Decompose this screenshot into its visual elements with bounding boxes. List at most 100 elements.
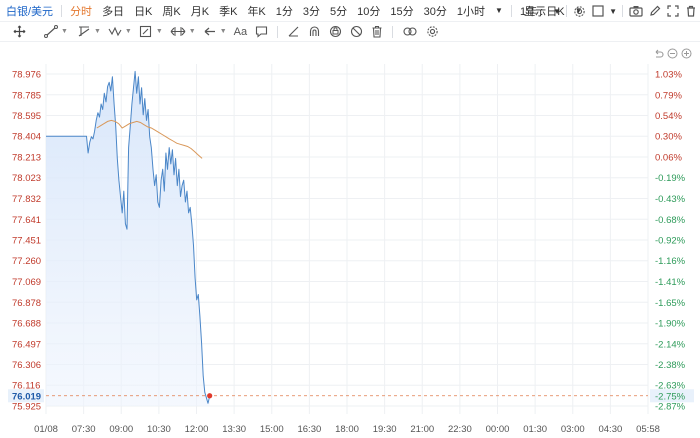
trash-icon[interactable] bbox=[682, 2, 700, 20]
chevron-down-icon[interactable]: ▼ bbox=[574, 6, 583, 15]
pct-tick-label: -1.90% bbox=[655, 318, 686, 329]
x-tick-label: 04:30 bbox=[598, 424, 622, 435]
y-tick-label: 76.306 bbox=[12, 360, 41, 371]
text-icon[interactable]: Aa bbox=[233, 25, 248, 38]
lock-icon[interactable] bbox=[326, 23, 345, 41]
gear-icon[interactable] bbox=[570, 2, 589, 20]
x-tick-label: 10:30 bbox=[147, 424, 171, 435]
camera-icon[interactable] bbox=[626, 2, 646, 20]
x-tick-label: 05:58 bbox=[636, 424, 660, 435]
divider bbox=[510, 4, 512, 17]
y-tick-label: 78.976 bbox=[12, 70, 41, 81]
delete-icon[interactable] bbox=[368, 23, 386, 41]
x-tick-label: 16:30 bbox=[297, 424, 321, 435]
x-tick-label: 03:00 bbox=[561, 424, 585, 435]
crosshair-icon[interactable] bbox=[10, 23, 29, 41]
period-tab-8[interactable]: 3分 bbox=[302, 5, 321, 18]
divider bbox=[566, 5, 568, 17]
period-tab-6[interactable]: 年K bbox=[247, 5, 266, 18]
x-tick-label: 19:30 bbox=[373, 424, 397, 435]
chevron-down-icon[interactable]: ▼ bbox=[155, 28, 163, 35]
wave-icon[interactable] bbox=[105, 23, 125, 41]
range-select[interactable]: 1年 : 日K bbox=[519, 5, 565, 18]
period-tab-1[interactable]: 多日 bbox=[102, 5, 125, 18]
pitchfork-icon[interactable] bbox=[74, 23, 94, 41]
y-tick-label: 78.023 bbox=[12, 173, 41, 184]
period-tab-7[interactable]: 1分 bbox=[275, 5, 293, 18]
chevron-down-icon[interactable]: ▼ bbox=[124, 28, 132, 35]
arrow-icon[interactable] bbox=[200, 23, 220, 41]
period-tab-3[interactable]: 周K bbox=[162, 5, 181, 18]
link-icon[interactable] bbox=[399, 23, 421, 41]
chevron-down-icon[interactable]: ▼ bbox=[495, 6, 503, 15]
top-toolbar: 白银/美元 分时 多日 日K 周K 月K 季K 年K 1分 3分 5分 10分 … bbox=[0, 0, 700, 22]
ruler-icon[interactable] bbox=[284, 23, 303, 41]
chevron-down-icon[interactable]: ▼ bbox=[609, 6, 617, 16]
zoom-in-icon[interactable] bbox=[680, 44, 692, 62]
period-tab-2[interactable]: 日K bbox=[134, 5, 153, 18]
y-tick-label: 78.404 bbox=[12, 132, 41, 143]
y-tick-label: 77.641 bbox=[12, 215, 41, 226]
pct-tick-label: -1.41% bbox=[655, 277, 686, 288]
x-tick-label: 18:00 bbox=[335, 424, 359, 435]
fullscreen-icon[interactable] bbox=[664, 2, 682, 20]
price-area bbox=[46, 71, 210, 407]
eye-off-icon[interactable] bbox=[347, 23, 366, 41]
y-tick-label: 76.878 bbox=[12, 298, 41, 309]
period-tab-12[interactable]: 30分 bbox=[423, 5, 447, 18]
chevron-down-icon[interactable]: ▼ bbox=[61, 28, 68, 35]
period-tab-13[interactable]: 1小时 bbox=[456, 5, 486, 18]
y-tick-label: 77.069 bbox=[12, 277, 41, 288]
y-tick-label: 77.451 bbox=[12, 235, 41, 246]
period-tab-11[interactable]: 15分 bbox=[390, 5, 414, 18]
average-line bbox=[96, 119, 203, 159]
pct-tick-label: 0.79% bbox=[655, 90, 682, 101]
settings-icon[interactable] bbox=[423, 23, 442, 41]
pencil-icon[interactable] bbox=[646, 2, 664, 20]
checkbox-icon[interactable] bbox=[589, 2, 607, 20]
pct-tick-label: -2.14% bbox=[655, 339, 686, 350]
current-price-marker: 76.019 -2.75% bbox=[8, 389, 694, 403]
magnet-icon[interactable] bbox=[305, 23, 324, 41]
current-pct-label-bg bbox=[650, 389, 694, 403]
pct-tick-label: -0.43% bbox=[655, 194, 686, 205]
price-area-fill bbox=[46, 71, 210, 407]
x-tick-label: 15:00 bbox=[260, 424, 284, 435]
chevron-down-icon[interactable]: ▼ bbox=[188, 28, 196, 35]
x-tick-label: 12:00 bbox=[185, 424, 209, 435]
current-pct-label: -2.75% bbox=[655, 391, 686, 402]
pct-tick-label: -1.65% bbox=[655, 298, 686, 309]
fib-icon[interactable] bbox=[167, 23, 189, 41]
x-tick-label: 21:00 bbox=[410, 424, 434, 435]
y-tick-label: 76.497 bbox=[12, 339, 41, 350]
period-tab-10[interactable]: 10分 bbox=[357, 5, 381, 18]
chevron-down-icon[interactable]: ▼ bbox=[219, 28, 227, 35]
period-tab-0[interactable]: 分时 bbox=[70, 5, 93, 18]
y-axis-labels: 78.976 1.03% 78.785 0.79% 78.595 0.54% 78.404 0… bbox=[12, 70, 686, 413]
drawing-toolbar: ▼ ▼ ▼ ▼ ▼ ▼ Aa bbox=[0, 22, 700, 42]
divider bbox=[277, 25, 279, 38]
period-tab-9[interactable]: 5分 bbox=[330, 5, 348, 18]
y-tick-label: 76.688 bbox=[12, 318, 41, 329]
current-price-dot bbox=[207, 393, 213, 399]
period-tab-4[interactable]: 月K bbox=[190, 5, 210, 18]
trend-line-icon[interactable] bbox=[41, 23, 61, 41]
undo-icon[interactable] bbox=[652, 44, 664, 62]
x-tick-label: 22:30 bbox=[448, 424, 472, 435]
period-tab-5[interactable]: 季K bbox=[219, 5, 238, 18]
chevron-down-icon[interactable]: ▼ bbox=[93, 28, 101, 35]
x-tick-label: 00:00 bbox=[486, 424, 510, 435]
measure-icon[interactable] bbox=[136, 23, 156, 41]
x-tick-label: 01/08 bbox=[34, 424, 58, 435]
y-tick-label: 77.832 bbox=[12, 194, 41, 205]
current-price-label-bg bbox=[8, 389, 44, 403]
display-button[interactable]: 显示 bbox=[524, 6, 547, 18]
comment-icon[interactable] bbox=[252, 23, 271, 41]
pct-tick-label: -2.63% bbox=[655, 381, 686, 392]
series-lines bbox=[46, 70, 211, 404]
symbol-selector[interactable]: 白银/美元 bbox=[6, 5, 54, 18]
chevron-down-icon[interactable]: ▼ bbox=[553, 6, 562, 16]
y-tick-label: 76.116 bbox=[12, 381, 40, 392]
zoom-out-icon[interactable] bbox=[666, 44, 678, 62]
